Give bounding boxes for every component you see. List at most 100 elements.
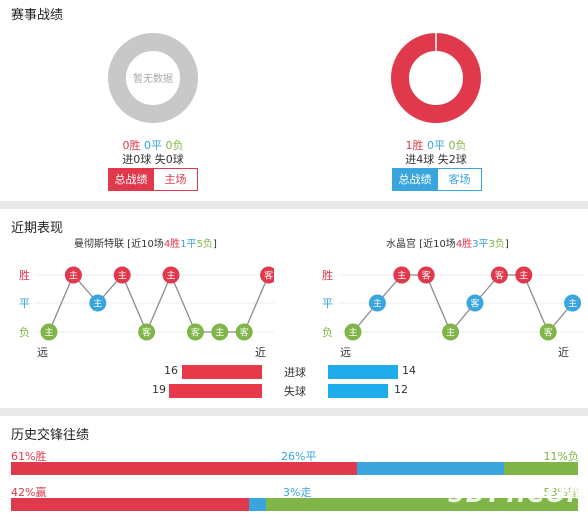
form-line bbox=[352, 274, 574, 334]
away-row-label-win: 胜 bbox=[322, 269, 333, 282]
handicap-loss-pct: 53%输 bbox=[543, 486, 579, 499]
form-point bbox=[564, 294, 582, 312]
home-goals-value: 16 bbox=[164, 364, 178, 377]
away-win: 1胜 bbox=[405, 139, 424, 152]
home-form-chart: 主主主主客主客主客客 bbox=[34, 266, 274, 341]
recent-panel: 近期表现 曼彻斯特联 [近10场4胜1平5负] 水晶宫 [近10场4胜3平3负]… bbox=[0, 209, 588, 408]
home-win: 0胜 bbox=[122, 139, 141, 152]
form-point bbox=[186, 323, 204, 341]
away-goals: 进4球 失2球 bbox=[405, 153, 467, 166]
home-donut: 暂无数据 bbox=[108, 33, 198, 123]
away-total-tab[interactable]: 总战绩 bbox=[392, 168, 438, 191]
away-row-label-loss: 负 bbox=[322, 326, 333, 339]
away-venue-tab[interactable]: 客场 bbox=[437, 168, 482, 191]
form-point-venue: 主 bbox=[44, 327, 53, 339]
history-result-bar bbox=[11, 462, 578, 475]
home-far-label: 远 bbox=[37, 346, 48, 359]
home-row-label-draw: 平 bbox=[19, 297, 30, 310]
record-panel: 赛事战绩 暂无数据 0胜 0平 0负 进0球 失0球 总战绩 主场 1胜 0平 … bbox=[0, 0, 588, 201]
form-point bbox=[89, 294, 107, 312]
home-row-label-loss: 负 bbox=[19, 326, 30, 339]
form-point-venue: 客 bbox=[470, 298, 479, 310]
home-goals-bar bbox=[182, 365, 262, 379]
form-point-venue: 主 bbox=[348, 327, 357, 339]
handicap-push-pct: 3%走 bbox=[283, 486, 312, 499]
form-point bbox=[515, 266, 533, 284]
handicap-result-bar bbox=[11, 498, 578, 511]
home-venue-tab[interactable]: 主场 bbox=[153, 168, 198, 191]
form-point bbox=[417, 266, 435, 284]
history-panel: 历史交锋往绩 61%胜 26%平 11%负 42%赢 3%走 53%输 5BTY… bbox=[0, 416, 588, 517]
form-point-venue: 客 bbox=[495, 270, 504, 282]
form-line bbox=[48, 273, 270, 334]
form-point bbox=[260, 266, 274, 284]
away-conceded-value: 12 bbox=[394, 383, 408, 396]
form-point bbox=[64, 266, 82, 284]
away-recent-summary: 水晶宫 [近10场4胜3平3负] bbox=[386, 239, 509, 250]
form-point-venue: 主 bbox=[166, 270, 175, 282]
home-conceded-bar bbox=[168, 384, 262, 398]
form-point bbox=[162, 266, 180, 284]
form-point-venue: 主 bbox=[93, 298, 102, 310]
watermark-logo: 5BTY.COM bbox=[448, 480, 588, 508]
form-point bbox=[368, 294, 386, 312]
away-conceded-bar bbox=[328, 384, 388, 398]
away-draw: 0平 bbox=[427, 139, 445, 152]
away-team-name: 水晶宫 bbox=[386, 239, 416, 250]
history-bar-green bbox=[504, 462, 578, 475]
form-point bbox=[40, 323, 58, 341]
form-point-venue: 主 bbox=[446, 327, 455, 339]
form-point-venue: 客 bbox=[422, 270, 431, 282]
form-point bbox=[235, 323, 253, 341]
history-draw-pct: 26%平 bbox=[281, 450, 317, 463]
recent-title: 近期表现 bbox=[11, 221, 64, 236]
form-point bbox=[466, 294, 484, 312]
away-wdl: 1胜 0平 0负 bbox=[386, 137, 486, 153]
history-bar-green bbox=[266, 498, 578, 511]
form-point bbox=[442, 323, 460, 341]
home-team-name: 曼彻斯特联 bbox=[74, 239, 124, 250]
form-point-venue: 客 bbox=[264, 270, 273, 282]
home-conceded-value: 19 bbox=[152, 383, 166, 396]
away-near-label: 近 bbox=[558, 346, 569, 359]
form-point-venue: 客 bbox=[142, 327, 151, 339]
handicap-win-pct: 42%赢 bbox=[11, 486, 47, 499]
history-win-pct: 61%胜 bbox=[11, 450, 47, 463]
form-point bbox=[393, 266, 411, 284]
form-point-venue: 主 bbox=[397, 270, 406, 282]
home-wdl: 0胜 0平 0负 bbox=[103, 137, 203, 153]
record-title: 赛事战绩 bbox=[11, 8, 64, 23]
home-near-label: 近 bbox=[255, 346, 266, 359]
history-bar-red bbox=[11, 498, 250, 511]
history-bar-red bbox=[11, 462, 357, 475]
home-total-tab[interactable]: 总战绩 bbox=[108, 168, 154, 191]
form-point bbox=[113, 266, 131, 284]
form-point-venue: 主 bbox=[118, 270, 127, 282]
form-point-venue: 主 bbox=[69, 270, 78, 282]
form-point bbox=[344, 323, 362, 341]
form-point-venue: 客 bbox=[191, 327, 200, 339]
form-point-venue: 客 bbox=[544, 327, 553, 339]
away-far-label: 远 bbox=[340, 346, 351, 359]
form-point-venue: 客 bbox=[240, 327, 249, 339]
away-loss: 0负 bbox=[448, 139, 467, 152]
form-point bbox=[539, 323, 557, 341]
form-point-venue: 主 bbox=[568, 298, 577, 310]
form-point bbox=[138, 323, 156, 341]
conceded-label: 失球 bbox=[284, 385, 306, 398]
history-loss-pct: 11%负 bbox=[543, 450, 579, 463]
home-goals: 进0球 失0球 bbox=[122, 153, 184, 166]
no-data-text: 暂无数据 bbox=[133, 72, 173, 85]
form-point bbox=[211, 323, 229, 341]
away-row-label-draw: 平 bbox=[322, 297, 333, 310]
goals-label: 进球 bbox=[284, 366, 306, 379]
away-goals-value: 14 bbox=[402, 364, 416, 377]
history-bar-blue bbox=[356, 462, 505, 475]
form-point-venue: 主 bbox=[373, 298, 382, 310]
history-bar-blue bbox=[249, 498, 267, 511]
home-row-label-win: 胜 bbox=[19, 269, 30, 282]
form-point-venue: 主 bbox=[215, 327, 224, 339]
history-title: 历史交锋往绩 bbox=[11, 428, 90, 443]
home-loss: 0负 bbox=[165, 139, 184, 152]
